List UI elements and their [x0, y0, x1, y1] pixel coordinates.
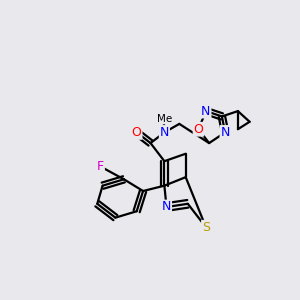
- Text: N: N: [201, 105, 211, 118]
- Text: N: N: [162, 200, 171, 214]
- Text: S: S: [202, 221, 210, 234]
- Text: N: N: [160, 126, 169, 139]
- Text: O: O: [194, 123, 203, 136]
- Text: N: N: [220, 126, 230, 139]
- Text: F: F: [97, 160, 104, 173]
- Text: Me: Me: [157, 114, 172, 124]
- Text: O: O: [132, 126, 142, 139]
